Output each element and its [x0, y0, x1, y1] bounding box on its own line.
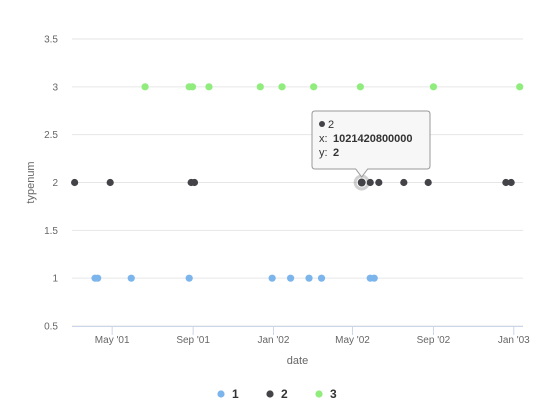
legend-marker [217, 390, 225, 398]
y-tick-label: 3.5 [44, 35, 58, 46]
tooltip-box [311, 110, 431, 178]
y-tick-label: 1 [52, 274, 58, 285]
tooltip-x-label: x: [319, 133, 328, 145]
data-point-series-1[interactable] [127, 274, 135, 282]
data-point-series-2[interactable] [502, 178, 510, 187]
data-point-series-1[interactable] [370, 274, 378, 282]
data-point-series-2[interactable] [106, 178, 114, 187]
data-point-series-3[interactable] [356, 83, 364, 91]
x-tick-label: Sep '01 [176, 335, 210, 346]
data-point-series-2[interactable] [71, 178, 79, 187]
legend-marker [266, 390, 274, 398]
tooltip-x-value: 1021420800000 [333, 133, 413, 145]
y-tick-label: 1.5 [44, 226, 58, 237]
data-point-series-1[interactable] [317, 274, 326, 282]
y-axis-tick-labels: 0.5 1 1.5 2 2.5 3 3.5 [44, 35, 58, 333]
y-tick-label: 0.5 [44, 322, 58, 333]
y-tick-label: 2.5 [44, 130, 58, 141]
data-point-series-1[interactable] [94, 274, 102, 282]
y-tick-label: 2 [52, 178, 58, 189]
grid-lines [72, 38, 523, 327]
data-point-series-3[interactable] [278, 83, 286, 91]
y-tick-label: 3 [52, 82, 58, 93]
data-point-series-3[interactable] [429, 83, 438, 91]
data-point-series-2[interactable] [375, 178, 383, 187]
x-axis-title: date [287, 355, 308, 367]
legend-label: 1 [232, 387, 239, 401]
data-point-series-2[interactable] [507, 178, 515, 187]
data-point-series-1[interactable] [286, 274, 295, 282]
tooltip-series-name: 2 [328, 119, 334, 131]
data-point-series-1[interactable] [185, 274, 193, 282]
tooltip: 2 x: 1021420800000 y: 2 [311, 110, 431, 178]
data-point-series-3[interactable] [205, 83, 213, 91]
legend-label: 2 [281, 387, 288, 401]
x-tick-label: Jan '02 [257, 335, 289, 346]
legend-item-2[interactable]: 2 [266, 387, 288, 401]
data-point-series-3[interactable] [188, 83, 197, 91]
legend-marker [315, 390, 323, 398]
data-point-series-2[interactable] [366, 178, 374, 187]
data-point-series-3[interactable] [516, 83, 524, 91]
legend-item-1[interactable]: 1 [217, 387, 239, 401]
data-point-series-2[interactable] [400, 178, 408, 187]
x-tick-label: Jan '03 [498, 335, 530, 346]
data-point-series-3[interactable] [141, 83, 149, 91]
x-tick-label: May '01 [95, 335, 130, 346]
data-point-series-2[interactable] [190, 178, 199, 187]
data-point-series-1[interactable] [268, 274, 276, 282]
tooltip-y-value: 2 [333, 147, 339, 159]
x-tick-label: Sep '02 [417, 335, 451, 346]
legend-label: 3 [330, 387, 337, 401]
x-tick-label: May '02 [335, 335, 370, 346]
legend[interactable]: 1 2 3 [217, 387, 337, 401]
data-point-series-3[interactable] [310, 83, 318, 91]
x-axis: May '01 Sep '01 Jan '02 May '02 Sep '02 Jan '… [72, 326, 530, 346]
plot-area[interactable] [71, 83, 524, 282]
legend-item-3[interactable]: 3 [315, 387, 337, 401]
y-axis-title: typenum [25, 161, 37, 203]
data-point-series-1[interactable] [305, 274, 313, 282]
data-point-series-3[interactable] [256, 83, 264, 91]
hovered-data-point[interactable] [356, 177, 367, 188]
data-point-series-2[interactable] [424, 178, 432, 187]
tooltip-y-label: y: [319, 147, 328, 159]
tooltip-series-marker [319, 121, 325, 127]
